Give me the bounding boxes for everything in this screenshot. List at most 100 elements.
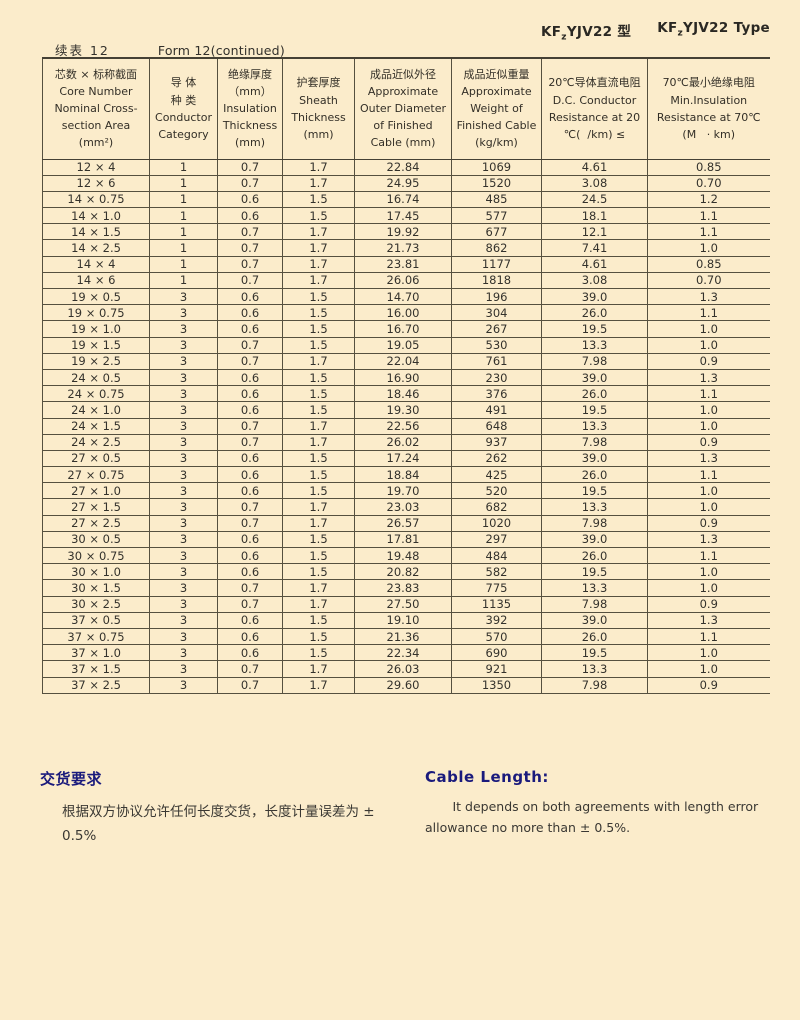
delivery-note-cn: 交货要求 根据双方协议允许任何长度交货，长度计量误差为 ± 0.5% <box>40 768 390 848</box>
table-row: 14 × 2.5 1 0.7 1.7 21.73 862 7.41 1.0 <box>42 239 770 257</box>
table-row: 24 × 1.5 3 0.7 1.7 22.56 648 13.3 1.0 <box>42 418 770 435</box>
table-cell: 39.0 <box>541 531 648 549</box>
table-cell: 7.98 <box>541 596 648 613</box>
table-cell: 1.7 <box>282 223 355 241</box>
table-cell: 0.6 <box>217 612 283 629</box>
table-cell: 14.70 <box>354 288 452 306</box>
table-cell: 1.5 <box>282 628 355 646</box>
table-cell: 14 × 4 <box>42 256 150 273</box>
table-row: 14 × 1.0 1 0.6 1.5 17.45 577 18.1 1.1 <box>42 207 770 225</box>
table-cell: 30 × 1.0 <box>42 563 150 581</box>
table-cell: 1818 <box>451 272 542 290</box>
table-cell: 18.84 <box>354 466 452 484</box>
table-row: 19 × 0.5 3 0.6 1.5 14.70 196 39.0 1.3 <box>42 288 770 306</box>
table-cell: 24 × 2.5 <box>42 434 150 451</box>
table-cell: 0.7 <box>217 337 283 354</box>
table-caption-cn: 续表 12 <box>55 43 110 58</box>
table-cell: 1 <box>149 256 218 273</box>
table-cell: 262 <box>451 450 542 468</box>
table-cell: 1 <box>149 239 218 257</box>
table-cell: 304 <box>451 304 542 322</box>
table-row: 19 × 1.5 3 0.7 1.5 19.05 530 13.3 1.0 <box>42 337 770 354</box>
table-cell: 18.46 <box>354 385 452 403</box>
table-cell: 0.6 <box>217 482 283 500</box>
table-cell: 39.0 <box>541 450 648 468</box>
table-cell: 4.61 <box>541 159 648 176</box>
table-cell: 0.6 <box>217 320 283 338</box>
table-cell: 0.85 <box>647 159 770 176</box>
table-cell: 1.5 <box>282 369 355 387</box>
table-cell: 13.3 <box>541 498 648 516</box>
table-cell: 1.0 <box>647 418 770 435</box>
table-cell: 1.1 <box>647 628 770 646</box>
table-row: 37 × 2.5 3 0.7 1.7 29.60 1350 7.98 0.9 <box>42 677 770 694</box>
table-cell: 22.56 <box>354 418 452 435</box>
table-cell: 23.81 <box>354 256 452 273</box>
table-cell: 0.7 <box>217 256 283 273</box>
table-cell: 19.5 <box>541 563 648 581</box>
table-cell: 0.6 <box>217 385 283 403</box>
table-row: 30 × 0.75 3 0.6 1.5 19.48 484 26.0 1.1 <box>42 547 770 565</box>
table-cell: 7.98 <box>541 677 648 694</box>
table-cell: 14 × 1.0 <box>42 207 150 225</box>
table-cell: 3 <box>149 337 218 354</box>
table-cell: 3 <box>149 288 218 306</box>
table-row: 27 × 0.75 3 0.6 1.5 18.84 425 26.0 1.1 <box>42 466 770 484</box>
table-cell: 1.5 <box>282 466 355 484</box>
table-cell: 19 × 2.5 <box>42 353 150 370</box>
table-cell: 0.7 <box>217 159 283 176</box>
table-cell: 16.74 <box>354 191 452 209</box>
table-cell: 19.5 <box>541 401 648 419</box>
table-cell: 0.7 <box>217 418 283 435</box>
table-cell: 19 × 0.5 <box>42 288 150 306</box>
table-cell: 37 × 0.75 <box>42 628 150 646</box>
table-cell: 937 <box>451 434 542 451</box>
table-cell: 862 <box>451 239 542 257</box>
table-cell: 27 × 1.0 <box>42 482 150 500</box>
table-cell: 1.5 <box>282 207 355 225</box>
cable-spec-table: 芯数 × 标称截面 Core Number Nominal Cross- sec… <box>42 57 770 694</box>
table-cell: 0.7 <box>217 579 283 597</box>
table-cell: 3 <box>149 628 218 646</box>
cable-type-title-en: KFzYJV22 Type <box>657 20 770 39</box>
table-cell: 1.5 <box>282 288 355 306</box>
col-header-min-insulation-resistance: 70℃最小绝缘电阻 Min.Insulation Resistance at 7… <box>647 58 770 160</box>
table-cell: 17.81 <box>354 531 452 549</box>
table-cell: 0.7 <box>217 434 283 451</box>
table-cell: 1.7 <box>282 239 355 257</box>
table-cell: 1 <box>149 191 218 209</box>
table-cell: 1.5 <box>282 320 355 338</box>
table-cell: 3.08 <box>541 272 648 290</box>
table-row: 30 × 0.5 3 0.6 1.5 17.81 297 39.0 1.3 <box>42 531 770 549</box>
table-cell: 1.0 <box>647 239 770 257</box>
table-row: 19 × 1.0 3 0.6 1.5 16.70 267 19.5 1.0 <box>42 320 770 338</box>
footer-notes: 交货要求 根据双方协议允许任何长度交货，长度计量误差为 ± 0.5% Cable… <box>40 768 770 848</box>
table-cell: 1.5 <box>282 304 355 322</box>
table-cell: 1.0 <box>647 482 770 500</box>
table-header-row: 芯数 × 标称截面 Core Number Nominal Cross- sec… <box>42 58 770 160</box>
table-cell: 17.45 <box>354 207 452 225</box>
table-cell: 1.7 <box>282 418 355 435</box>
table-cell: 26.02 <box>354 434 452 451</box>
table-cell: 0.85 <box>647 256 770 273</box>
table-cell: 23.83 <box>354 579 452 597</box>
table-cell: 22.34 <box>354 644 452 662</box>
table-cell: 21.36 <box>354 628 452 646</box>
table-cell: 1.0 <box>647 320 770 338</box>
table-cell: 26.57 <box>354 515 452 532</box>
table-cell: 39.0 <box>541 369 648 387</box>
table-cell: 0.7 <box>217 596 283 613</box>
table-cell: 1 <box>149 223 218 241</box>
table-cell: 1.7 <box>282 353 355 370</box>
table-cell: 0.7 <box>217 677 283 694</box>
table-cell: 0.6 <box>217 304 283 322</box>
table-cell: 3 <box>149 353 218 370</box>
table-cell: 1 <box>149 175 218 192</box>
col-header-core-number: 芯数 × 标称截面 Core Number Nominal Cross- sec… <box>42 58 150 160</box>
table-cell: 30 × 0.75 <box>42 547 150 565</box>
table-header: 芯数 × 标称截面 Core Number Nominal Cross- sec… <box>42 58 770 160</box>
table-cell: 14 × 0.75 <box>42 191 150 209</box>
table-row: 37 × 1.0 3 0.6 1.5 22.34 690 19.5 1.0 <box>42 644 770 662</box>
table-cell: 1.1 <box>647 304 770 322</box>
table-cell: 1.7 <box>282 256 355 273</box>
